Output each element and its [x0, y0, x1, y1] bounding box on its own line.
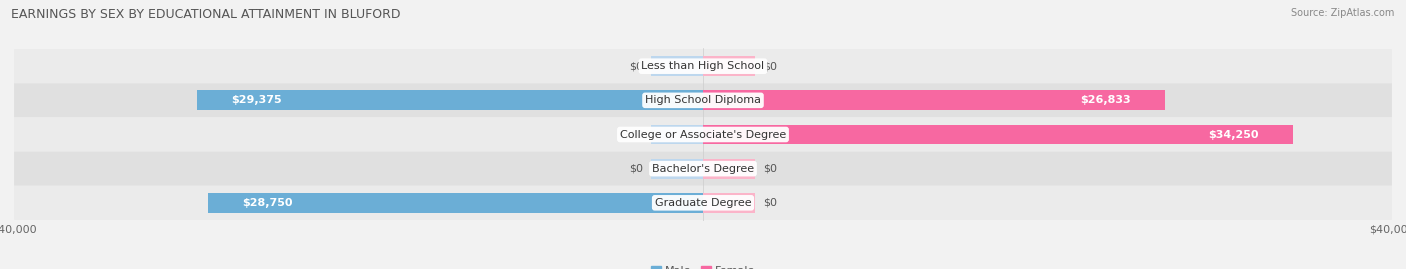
- FancyBboxPatch shape: [14, 151, 1392, 186]
- Text: $0: $0: [628, 61, 643, 71]
- Text: $26,833: $26,833: [1080, 95, 1130, 105]
- Bar: [703, 56, 755, 76]
- Text: $0: $0: [763, 164, 778, 174]
- Text: $0: $0: [628, 164, 643, 174]
- Text: High School Diploma: High School Diploma: [645, 95, 761, 105]
- FancyBboxPatch shape: [14, 83, 1392, 118]
- Bar: [703, 193, 755, 213]
- Text: College or Associate's Degree: College or Associate's Degree: [620, 129, 786, 140]
- Text: $29,375: $29,375: [232, 95, 283, 105]
- Bar: [208, 193, 703, 213]
- FancyBboxPatch shape: [14, 118, 1392, 151]
- Text: Graduate Degree: Graduate Degree: [655, 198, 751, 208]
- Text: $0: $0: [628, 129, 643, 140]
- Text: $0: $0: [763, 61, 778, 71]
- Bar: [703, 90, 1166, 110]
- Bar: [703, 159, 755, 179]
- Text: $34,250: $34,250: [1208, 129, 1258, 140]
- Bar: [651, 159, 703, 179]
- Text: Less than High School: Less than High School: [641, 61, 765, 71]
- Bar: [651, 125, 703, 144]
- Text: Source: ZipAtlas.com: Source: ZipAtlas.com: [1291, 8, 1395, 18]
- Legend: Male, Female: Male, Female: [647, 261, 759, 269]
- Text: Bachelor's Degree: Bachelor's Degree: [652, 164, 754, 174]
- Bar: [703, 125, 1294, 144]
- FancyBboxPatch shape: [14, 186, 1392, 220]
- Text: $28,750: $28,750: [242, 198, 292, 208]
- Bar: [651, 56, 703, 76]
- Text: $0: $0: [763, 198, 778, 208]
- Bar: [197, 90, 703, 110]
- Text: EARNINGS BY SEX BY EDUCATIONAL ATTAINMENT IN BLUFORD: EARNINGS BY SEX BY EDUCATIONAL ATTAINMEN…: [11, 8, 401, 21]
- FancyBboxPatch shape: [14, 49, 1392, 83]
